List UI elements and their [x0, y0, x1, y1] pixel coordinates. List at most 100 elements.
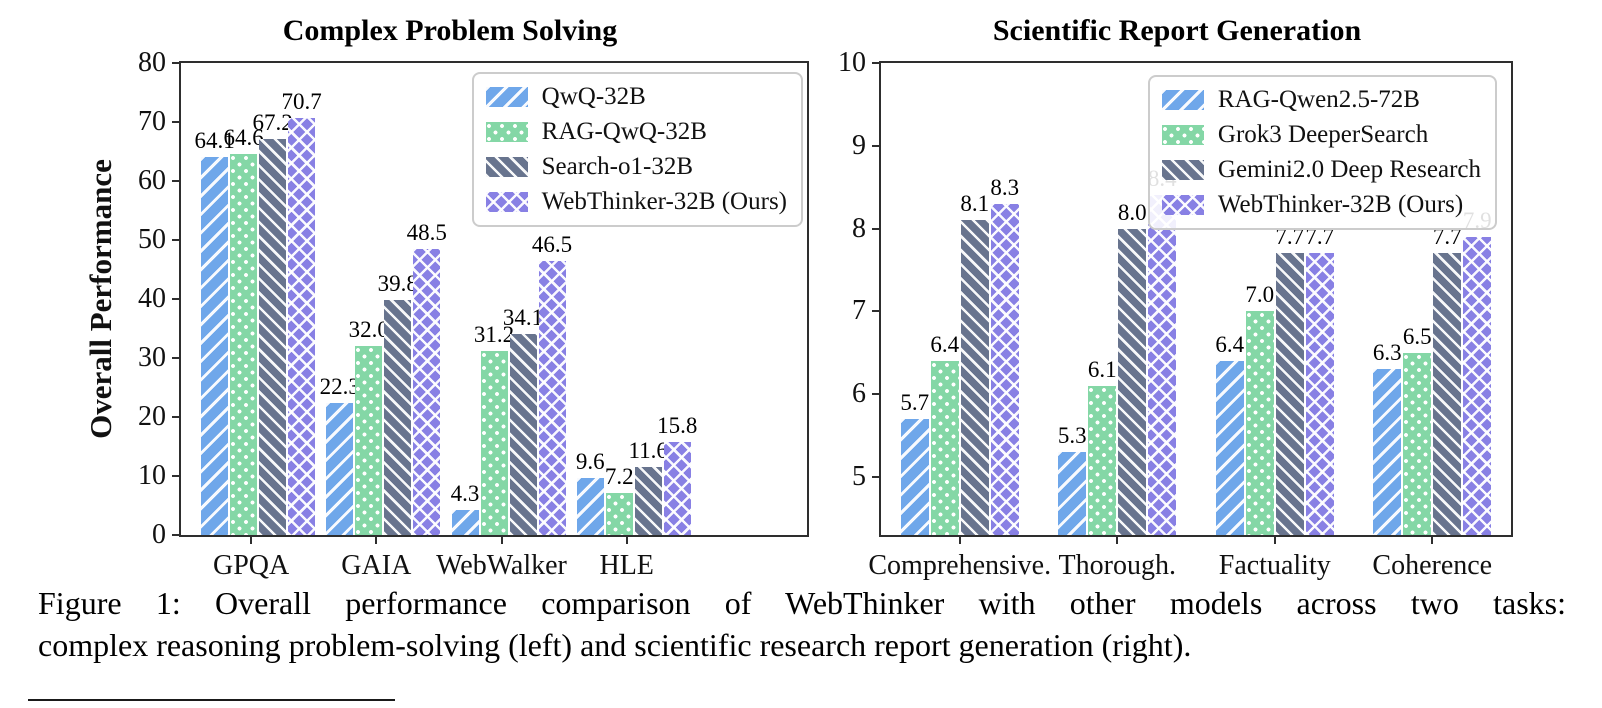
bar-value-label: 8.3: [990, 174, 1020, 200]
y-tick-label: 9: [852, 129, 866, 161]
chart-scientific-report-generation: Scientific Report Generation 5 6 7 8 9 10 Compr…: [804, 0, 1602, 581]
y-tick-mark: [172, 239, 181, 241]
bar-value-label: 39.8: [377, 271, 418, 297]
bar: [1373, 369, 1402, 535]
x-tick-mark: [500, 535, 503, 544]
x-tick-mark: [375, 535, 378, 544]
bar-value-label: 32.0: [348, 317, 389, 343]
y-tick-label: 60: [138, 165, 166, 196]
legend-swatch-back-icon: [485, 157, 528, 177]
figure-caption: Figure 1: Overall performance comparison…: [38, 582, 1566, 666]
y-tick-label: 20: [138, 401, 166, 432]
bar-value-label: 6.1: [1087, 356, 1117, 382]
y-tick-label: 30: [138, 342, 166, 373]
bar: [326, 403, 354, 535]
y-tick-mark: [172, 475, 181, 477]
bar-value-label: 70.7: [281, 88, 322, 114]
legend-label: Grok3 DeeperSearch: [1217, 121, 1429, 148]
bar: [1088, 385, 1117, 535]
bar: [1118, 228, 1147, 535]
bar-value-label: 48.5: [406, 219, 447, 245]
bar-value-label: 15.8: [657, 412, 698, 438]
legend-label: WebThinker-32B (Ours): [541, 188, 787, 215]
legend-item: RAG-QwQ-32B: [485, 119, 787, 145]
y-tick-mark: [172, 416, 181, 418]
x-tick-label-comprehensive: Comprehensive.: [868, 550, 1052, 581]
y-tick-label: 80: [138, 47, 166, 78]
bar: [509, 333, 537, 535]
bar-value-label: 34.1: [502, 304, 544, 330]
legend-label: QwQ-32B: [541, 83, 646, 110]
y-tick-mark: [872, 476, 881, 479]
legend-label: RAG-Qwen2.5-72B: [1217, 86, 1420, 113]
bar: [1403, 352, 1432, 535]
bar: [355, 346, 383, 535]
bar: [1275, 253, 1304, 535]
bar: [1463, 236, 1492, 535]
legend-swatch-fwd-icon: [1161, 90, 1204, 110]
y-tick-label: 10: [838, 47, 866, 78]
legend-item: WebThinker-32B (Ours): [485, 188, 787, 215]
figure-caption-line-1: Figure 1: Overall performance comparison…: [38, 585, 1566, 621]
x-tick-label-thorough: Thorough.: [1058, 550, 1176, 581]
legend-item: WebThinker-32B (Ours): [1161, 192, 1481, 218]
y-tick-mark: [172, 534, 181, 536]
bar-value-label: 11.6: [628, 437, 668, 463]
y-tick-mark: [172, 180, 181, 182]
bar: [930, 361, 959, 535]
bar: [1058, 452, 1087, 535]
bar-value-label: 4.3: [450, 480, 480, 506]
bar-value-label: 5.3: [1057, 423, 1087, 449]
y-tick-mark: [872, 310, 881, 313]
bar: [201, 156, 229, 535]
bar-value-label: 7.0: [1245, 282, 1275, 308]
y-tick-mark: [172, 62, 181, 64]
bar: [480, 350, 508, 535]
bar-value-label: 6.3: [1372, 340, 1402, 366]
bar-value-label: 6.4: [1215, 332, 1245, 358]
bar: [1433, 253, 1462, 535]
bar: [634, 466, 662, 535]
y-tick-label: 70: [138, 106, 166, 137]
x-tick-mark: [250, 535, 253, 544]
bar: [538, 260, 566, 535]
y-tick-mark: [872, 227, 881, 230]
legend-label: Gemini2.0 Deep Research: [1217, 156, 1481, 183]
x-tick-mark: [1116, 535, 1119, 544]
y-tick-mark: [872, 62, 881, 64]
bar-value-label: 5.7: [900, 390, 930, 416]
bar-value-label: 6.5: [1402, 323, 1432, 349]
chart-complex-problem-solving: Complex Problem Solving 0 10 20 30 40 50 60 70 80…: [0, 0, 809, 581]
bar: [990, 203, 1019, 535]
x-tick-label-gpqa: GPQA: [212, 550, 290, 581]
legend: QwQ-32B RAG-QwQ-32B Search-o1-32B WebThinke…: [471, 72, 803, 227]
bar: [1305, 253, 1334, 535]
bar-value-label: 7.2: [604, 463, 634, 489]
legend-swatch-dots-icon: [485, 122, 528, 142]
bar-value-label: 64.1: [194, 127, 235, 153]
y-tick-label: 6: [852, 378, 866, 410]
y-tick-mark: [172, 298, 181, 300]
y-tick-label: 40: [138, 283, 166, 314]
x-tick-mark: [1273, 535, 1276, 544]
bar: [663, 441, 691, 535]
bar: [413, 248, 441, 535]
y-tick-mark: [872, 393, 881, 396]
bar: [384, 300, 412, 535]
legend-swatch-cross-icon: [1161, 195, 1204, 215]
y-tick-label: 0: [152, 519, 166, 550]
bar: [230, 153, 258, 535]
legend-swatch-back-icon: [1161, 160, 1204, 180]
legend-label: Search-o1-32B: [541, 153, 693, 180]
figure-caption-line-2: complex reasoning problem-solving (left)…: [38, 627, 1192, 663]
legend-swatch-dots-icon: [1161, 125, 1204, 145]
bar: [451, 509, 479, 535]
y-axis-label: Overall Performance: [83, 159, 118, 439]
bar: [288, 117, 316, 535]
x-tick-mark: [958, 535, 961, 544]
bar-value-label: 8.0: [1117, 199, 1147, 225]
legend-item: QwQ-32B: [485, 83, 787, 110]
bar-value-label: 8.1: [960, 191, 990, 217]
bar-value-label: 6.4: [930, 332, 960, 358]
